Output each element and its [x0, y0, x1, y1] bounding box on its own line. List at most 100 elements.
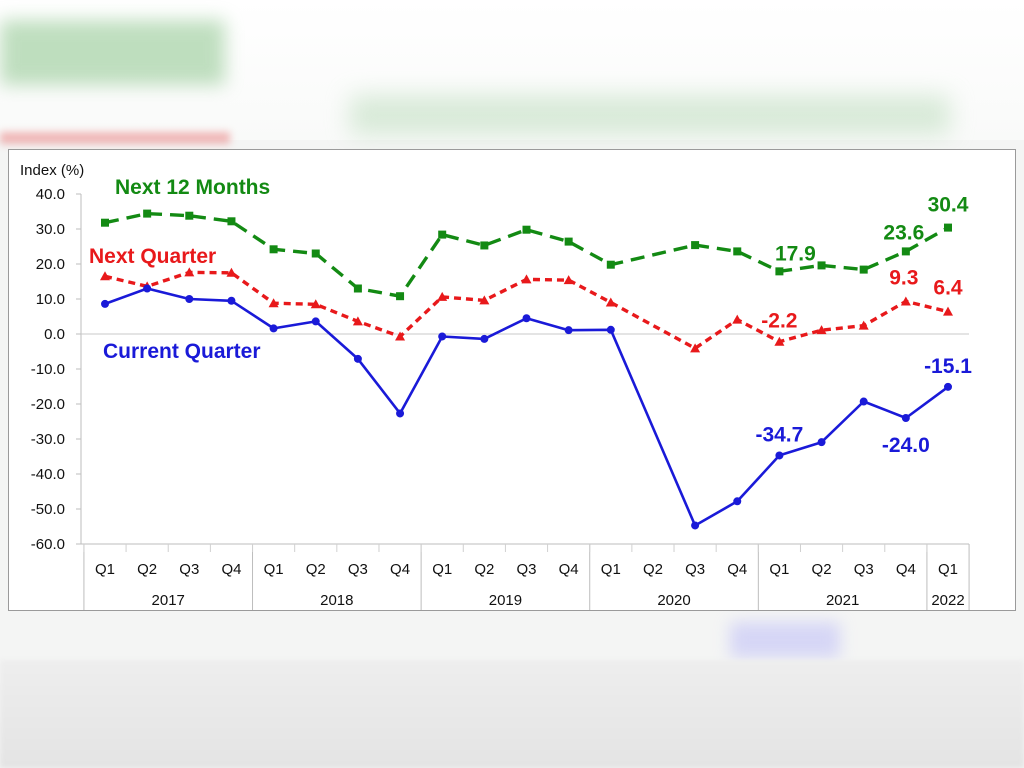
year-label: 2020 [657, 592, 690, 609]
data-point [564, 237, 573, 246]
data-label: 30.4 [928, 194, 969, 217]
data-point [944, 223, 952, 232]
data-point [817, 438, 826, 447]
data-point [732, 314, 743, 324]
y-tick-label: -40.0 [31, 466, 65, 483]
x-tick-label: Q1 [264, 561, 284, 578]
data-point [605, 297, 616, 307]
data-point [311, 249, 320, 258]
data-point [900, 296, 911, 306]
data-point [943, 306, 953, 316]
y-tick-label: 30.0 [36, 221, 65, 238]
x-tick-label: Q3 [348, 561, 368, 578]
data-point [859, 397, 868, 406]
chart-series [100, 209, 953, 530]
year-label: 2018 [320, 592, 353, 609]
legend-next-12-months: Next 12 Months [115, 176, 270, 199]
data-point [563, 275, 574, 285]
x-tick-label: Q4 [559, 561, 579, 578]
x-tick-label: Q2 [474, 561, 494, 578]
data-point [690, 343, 701, 353]
x-tick-label: Q3 [854, 561, 874, 578]
line-chart: 40.0 30.0 20.0 10.0 0.0 -10.0 -20.0 -30.0 -40.0 -… [20, 162, 972, 610]
x-tick-label: Q1 [601, 561, 621, 578]
y-tick-label: -50.0 [31, 501, 65, 518]
x-tick-label: Q1 [432, 561, 452, 578]
y-tick-label: -10.0 [31, 361, 65, 378]
x-tick-label: Q1 [95, 561, 115, 578]
data-point [101, 218, 109, 227]
y-tick-label: 40.0 [36, 186, 65, 203]
data-point [480, 334, 489, 343]
data-point [859, 265, 868, 274]
data-point [185, 211, 194, 220]
y-tick-label: 10.0 [36, 291, 65, 308]
data-point [775, 267, 784, 276]
y-tick-label: -20.0 [31, 396, 65, 413]
data-point [101, 299, 109, 308]
x-tick-label: Q4 [727, 561, 747, 578]
data-point [353, 354, 362, 363]
data-label: -15.1 [924, 355, 972, 378]
background-bottom [0, 660, 1024, 768]
data-point [311, 317, 320, 326]
data-point [438, 332, 447, 341]
data-point [395, 331, 406, 341]
chart-data-labels: 17.9 23.630.4 -2.2 9.3 6.4 -34.7 -24.0 -15.1 [755, 194, 972, 457]
blurred-accent-bar [0, 132, 230, 144]
series-line-next-quarter [104, 270, 949, 350]
blurred-header-block [0, 20, 225, 85]
data-label: 17.9 [775, 242, 816, 265]
data-point [691, 521, 700, 530]
year-label: 2019 [489, 592, 522, 609]
data-point [226, 267, 237, 277]
series-line-current-quarter [104, 287, 949, 527]
chart-legend: Next 12 Months Next Quarter Current Quar… [89, 176, 270, 363]
data-point [480, 241, 489, 250]
data-point [522, 314, 531, 323]
data-point [268, 298, 279, 308]
series-line-next-12-months [104, 211, 949, 298]
data-point [269, 245, 278, 254]
y-tick-label: -30.0 [31, 431, 65, 448]
data-point [817, 261, 826, 270]
data-point [143, 209, 152, 218]
data-label: -2.2 [761, 310, 797, 333]
data-point [143, 284, 152, 293]
data-label: 6.4 [933, 277, 963, 300]
year-label: 2021 [826, 592, 859, 609]
chart-panel: 40.0 30.0 20.0 10.0 0.0 -10.0 -20.0 -30.0 -40.0 -… [8, 149, 1016, 611]
data-point [775, 451, 784, 460]
data-label: 9.3 [889, 266, 918, 289]
x-tick-label: Q4 [896, 561, 916, 578]
data-point [185, 295, 194, 303]
data-point [269, 324, 278, 333]
x-tick-label: Q1 [938, 561, 958, 578]
data-point [606, 325, 615, 334]
legend-current-quarter: Current Quarter [103, 340, 261, 363]
data-point [901, 247, 910, 256]
y-tick-label: 0.0 [44, 326, 65, 343]
year-label: 2022 [931, 592, 964, 609]
year-label: 2017 [152, 592, 185, 609]
x-tick-label: Q2 [137, 561, 157, 578]
data-point [353, 284, 362, 293]
y-tick-label: 20.0 [36, 256, 65, 273]
x-tick-label: Q3 [516, 561, 536, 578]
data-point [522, 225, 531, 234]
data-point [606, 260, 615, 269]
legend-next-quarter: Next Quarter [89, 245, 216, 268]
data-point [438, 230, 447, 239]
data-point [901, 414, 910, 422]
blurred-header-strip [350, 95, 950, 135]
data-point [733, 247, 742, 256]
data-point [184, 267, 195, 277]
data-point [816, 325, 827, 335]
x-tick-label: Q3 [685, 561, 705, 578]
x-tick-label: Q3 [179, 561, 199, 578]
y-axis-label: Index (%) [20, 162, 84, 179]
data-point [396, 292, 405, 301]
data-point [774, 336, 785, 346]
x-tick-label: Q2 [643, 561, 663, 578]
data-point [396, 409, 405, 418]
